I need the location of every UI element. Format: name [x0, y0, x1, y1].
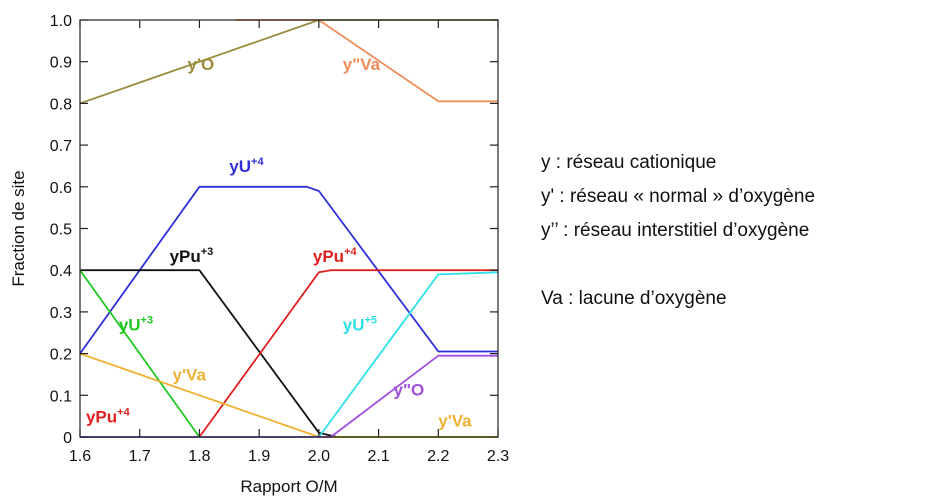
legend-line-normal-oxygen: y' : réseau « normal » d’oxygène	[541, 186, 816, 207]
y-tick-label: 0.4	[50, 263, 72, 280]
series-annotation: y'Va	[438, 412, 472, 431]
plot-series	[79, 19, 499, 438]
series-line-4	[80, 269, 498, 438]
y-tick-label: 0.8	[50, 96, 72, 113]
y-tick-label: 0.2	[50, 347, 72, 364]
y-tick-label: 0.7	[50, 138, 72, 155]
x-tick-label: 1.8	[188, 448, 210, 465]
series-annotation: y'O	[187, 55, 214, 74]
series-annotation: yPu+4	[313, 246, 358, 266]
series-annotation: yPu+4	[86, 406, 131, 426]
x-tick-label: 1.6	[69, 448, 91, 465]
y-tick-label: 0	[63, 430, 72, 447]
series-line-8	[80, 271, 499, 438]
series-line-0	[79, 19, 498, 105]
y-tick-label: 0.5	[50, 222, 72, 239]
tick-labels: 1.6 1.7 1.8 1.9 2.0 2.1 2.2 2.3 0 0.1 0.2 0.3 0.4 0.5…	[50, 13, 509, 465]
series-line-3	[79, 185, 498, 355]
series-annotation: yU+5	[343, 315, 377, 335]
y-tick-label: 0.6	[50, 180, 72, 197]
series-line-5	[80, 269, 498, 438]
legend-line-cationic: y : réseau cationique	[541, 152, 717, 173]
notation-legend: y : réseau cationique y' : réseau « norm…	[541, 146, 926, 316]
legend-spacer	[541, 248, 926, 282]
y-tick-label: 0.1	[50, 388, 72, 405]
series-annotation: y"Va	[343, 55, 381, 74]
series-annotations: y'O y"Va yU+4 yPu+3 yPu+4 yU+3 yU+5 y'Va y"O yPu+…	[86, 55, 472, 431]
series-line-9	[80, 354, 498, 438]
x-tick-label: 2.0	[308, 448, 330, 465]
x-tick-label: 2.1	[367, 448, 389, 465]
series-annotation: yU+3	[119, 315, 153, 335]
y-tick-label: 0.9	[50, 55, 72, 72]
x-tick-label: 2.2	[427, 448, 449, 465]
phase-fraction-chart: 1.6 1.7 1.8 1.9 2.0 2.1 2.2 2.3 0 0.1 0.2 0.3 0.4 0.5…	[9, 13, 509, 496]
legend-line-vacancy: Va : lacune d’oxygène	[541, 288, 727, 309]
y-axis-label: Fraction de site	[9, 170, 28, 286]
x-axis-label: Rapport O/M	[240, 477, 337, 496]
series-annotation: y"O	[394, 380, 425, 399]
series-line-7	[79, 352, 498, 438]
axis-ticks	[79, 19, 499, 438]
series-annotation: yPu+3	[170, 246, 214, 266]
x-tick-label: 1.9	[248, 448, 270, 465]
series-line-6	[79, 269, 498, 438]
x-tick-label: 2.3	[487, 448, 509, 465]
series-annotation: y'Va	[173, 366, 207, 385]
series-annotation: yU+4	[229, 156, 264, 176]
y-tick-label: 0.3	[50, 305, 72, 322]
plot-frame	[79, 19, 499, 438]
y-tick-label: 1.0	[50, 13, 72, 30]
x-tick-label: 1.7	[129, 448, 151, 465]
legend-line-interstitial-oxygen: y’’ : réseau interstitiel d’oxygène	[541, 220, 810, 241]
